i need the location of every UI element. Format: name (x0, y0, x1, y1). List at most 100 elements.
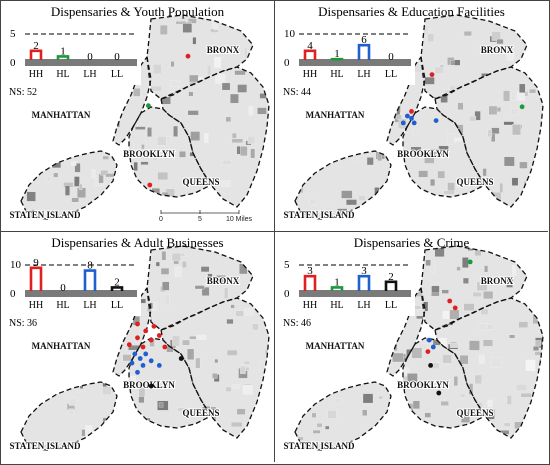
tract (240, 146, 248, 157)
tract (352, 454, 357, 463)
tract (330, 134, 338, 144)
tract (95, 430, 104, 438)
tract (506, 51, 515, 61)
tract (421, 101, 429, 106)
tract (525, 359, 536, 372)
tract (382, 445, 392, 449)
tract (94, 327, 103, 334)
tract (369, 112, 378, 117)
tract (522, 443, 526, 449)
tract (544, 425, 547, 433)
tract (386, 429, 393, 439)
tract (491, 437, 496, 445)
borough-label-manhattan: MANHATTAN (32, 110, 91, 120)
tract (517, 25, 522, 30)
tract (33, 386, 39, 395)
tract (38, 357, 48, 363)
tract (346, 199, 357, 206)
tract (384, 220, 389, 228)
tract (540, 31, 546, 37)
tract (61, 122, 67, 127)
tract (338, 141, 342, 147)
tract (435, 203, 440, 210)
tract (197, 222, 203, 231)
tract (509, 334, 516, 339)
tract (530, 254, 535, 257)
tract (247, 136, 256, 144)
tract (112, 112, 119, 119)
tract (386, 346, 392, 351)
tract (38, 87, 48, 93)
tract (515, 450, 522, 454)
tract (129, 141, 134, 152)
tract (499, 456, 506, 461)
tract (456, 178, 463, 188)
tract (144, 417, 151, 428)
inset-bar-label: LL (385, 300, 397, 311)
tract (365, 89, 374, 95)
tract (298, 412, 301, 418)
tract (76, 126, 86, 135)
tract (287, 202, 293, 210)
tract (290, 394, 301, 397)
tract (333, 222, 336, 227)
tract (138, 387, 146, 397)
tract (254, 71, 263, 76)
tract (271, 38, 274, 47)
land-areas (15, 246, 274, 450)
tract (500, 430, 510, 435)
tract (55, 92, 61, 95)
tract (92, 201, 101, 212)
tract (148, 206, 155, 214)
inset-y-max: 10 (10, 259, 22, 271)
tract (72, 93, 78, 98)
tract (492, 430, 498, 438)
tract (292, 388, 302, 392)
tract (17, 349, 21, 359)
tract (27, 134, 33, 140)
tract (371, 113, 381, 121)
tract (104, 424, 115, 433)
tract (15, 400, 23, 404)
tract (158, 402, 164, 408)
tract (221, 203, 224, 214)
tract (541, 26, 548, 32)
tract (398, 199, 404, 203)
inset-bar-value: 8 (87, 260, 93, 272)
tract (524, 215, 535, 221)
inset-chart-bg (279, 17, 415, 85)
tract (207, 273, 213, 284)
tract (108, 371, 111, 376)
inset-chart-bg (5, 248, 141, 316)
tract (262, 159, 271, 162)
tract (77, 365, 83, 374)
tract (226, 349, 238, 356)
tract (300, 370, 309, 378)
tract (418, 450, 423, 460)
tract (105, 100, 109, 103)
tract (246, 261, 254, 270)
tract (377, 436, 388, 442)
tract (16, 158, 24, 167)
inset-bar-value: 2 (388, 271, 394, 283)
tract (79, 140, 87, 144)
tract (492, 429, 496, 435)
tract (273, 374, 274, 382)
borough-label-staten: STATEN ISLAND (10, 441, 81, 451)
tract (108, 151, 117, 153)
tract (113, 341, 118, 350)
tract (33, 125, 42, 130)
tract (336, 454, 342, 459)
tract (529, 88, 537, 94)
tract (547, 169, 548, 173)
dispensary-point (151, 323, 157, 329)
tract (454, 200, 462, 204)
staten-border (294, 381, 392, 451)
tract (465, 442, 474, 445)
tract (296, 100, 300, 107)
tract (17, 130, 24, 135)
tract (188, 91, 194, 97)
tract (316, 451, 322, 459)
tract (71, 221, 81, 231)
